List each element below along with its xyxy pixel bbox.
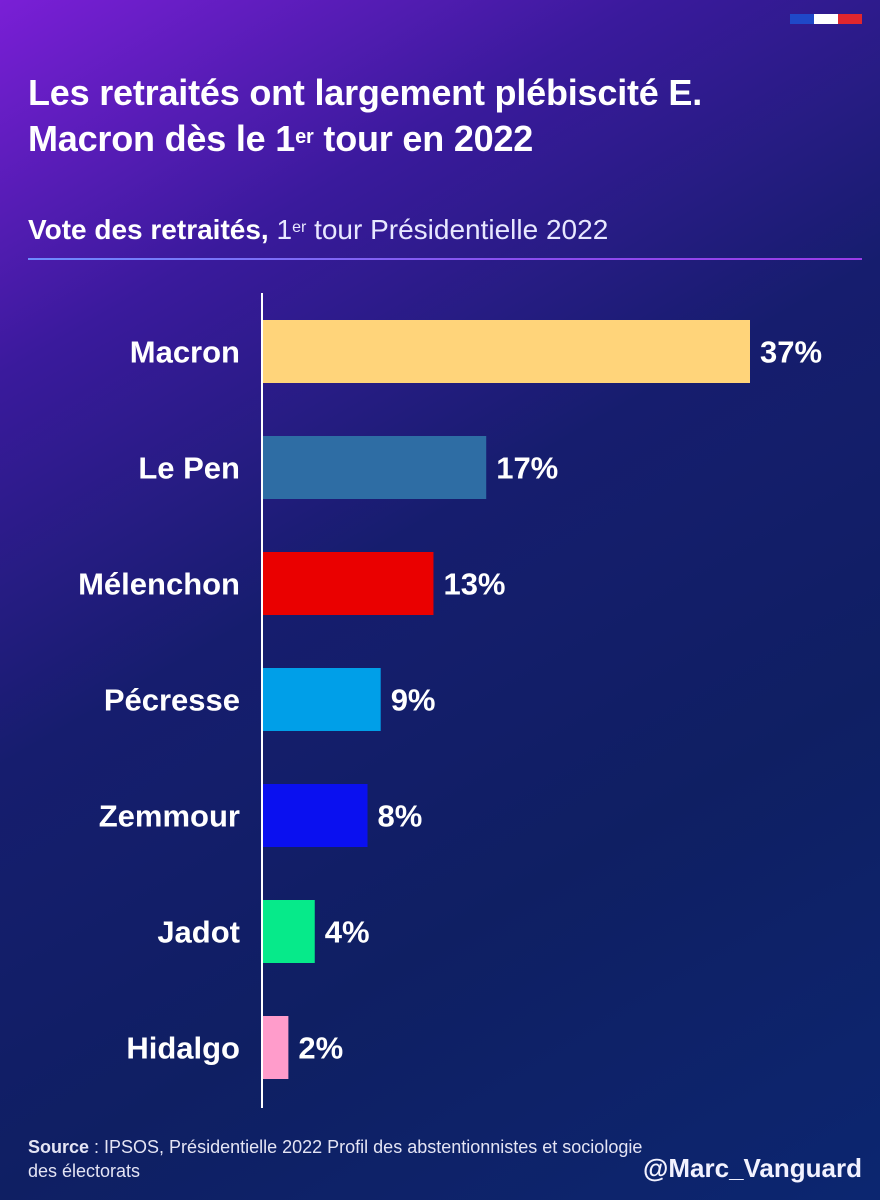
category-label: Mélenchon (78, 567, 240, 602)
flag-white-stripe (814, 14, 838, 24)
title-line-1: Les retraités ont largement plébiscité E… (28, 72, 703, 113)
title-superscript: er (295, 126, 314, 148)
bar-p-cresse (262, 668, 381, 731)
category-label: Le Pen (138, 451, 240, 486)
title-line-2a: Macron dès le 1 (28, 118, 296, 159)
bar-m-lenchon (262, 552, 434, 615)
subtitle-superscript: er (292, 219, 307, 236)
bar-le-pen (262, 436, 487, 499)
bar-zemmour (262, 784, 368, 847)
bar-macron (262, 320, 750, 383)
title-line-2b: tour en 2022 (313, 118, 534, 159)
bar-hidalgo (262, 1016, 289, 1079)
value-label: 37% (760, 335, 822, 370)
subtitle-rest: tour Présidentielle 2022 (306, 214, 609, 245)
flag-blue-stripe (790, 14, 814, 24)
source-label: Source (28, 1137, 90, 1157)
page-title: Les retraités ont largement plébiscité E… (28, 70, 858, 162)
chart-subtitle: Vote des retraités, 1er tour Présidentie… (28, 212, 608, 248)
subtitle-pre: 1 (268, 214, 293, 245)
flag-red-stripe (838, 14, 862, 24)
value-label: 2% (298, 1031, 343, 1066)
category-label: Pécresse (104, 683, 240, 718)
author-handle: @Marc_Vanguard (643, 1153, 862, 1183)
subtitle-divider (28, 258, 862, 260)
category-label: Hidalgo (126, 1031, 240, 1066)
source-text: : IPSOS, Présidentielle 2022 Profil des … (28, 1137, 643, 1181)
category-label: Jadot (157, 915, 240, 950)
value-label: 17% (496, 451, 558, 486)
category-label: Macron (130, 335, 240, 370)
bar-jadot (262, 900, 315, 963)
category-label: Zemmour (99, 799, 240, 834)
value-label: 9% (391, 683, 436, 718)
value-label: 8% (378, 799, 423, 834)
french-flag-icon (790, 14, 862, 24)
value-label: 4% (325, 915, 370, 950)
value-label: 13% (443, 567, 505, 602)
subtitle-bold: Vote des retraités, (28, 214, 269, 245)
source-note: Source : IPSOS, Présidentielle 2022 Prof… (28, 1135, 668, 1183)
